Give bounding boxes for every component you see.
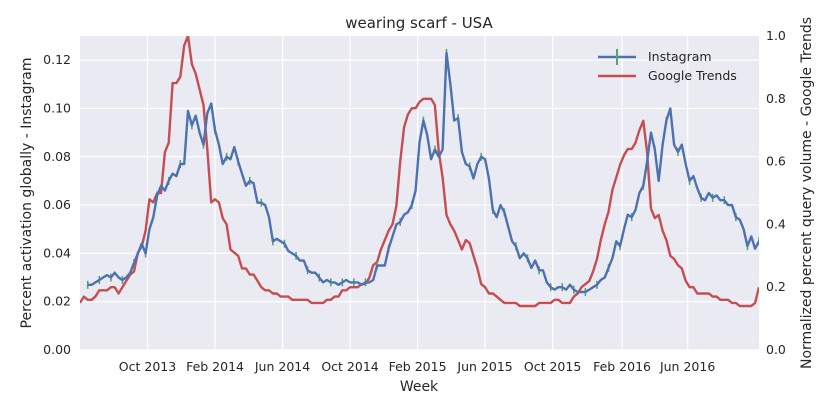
x-tick-label: Jun 2014 [254,359,310,374]
x-tick-label: Feb 2014 [186,359,244,374]
legend: Instagram Google Trends [598,49,737,83]
x-tick-label: Oct 2015 [524,359,581,374]
y-tick-label-left: 0.08 [43,149,71,164]
series-layer [80,36,759,308]
y-tick-label-left: 0.00 [43,342,71,357]
y-tick-label-left: 0.10 [43,100,71,115]
y-tick-label-right: 1.0 [766,28,786,43]
y-axis-label-left: Percent activation globally - Instagram [19,58,35,329]
y-tick-label-left: 0.12 [43,52,71,67]
y-axis-label-right: Normalized percent query volume - Google… [799,17,815,369]
y-tick-label-right: 0.2 [766,279,786,294]
legend-label-instagram: Instagram [648,49,712,64]
x-tick-label: Oct 2014 [321,359,378,374]
x-tick-label: Jun 2015 [456,359,512,374]
y-tick-label-right: 0.0 [766,342,786,357]
y-tick-label-right: 0.6 [766,154,786,169]
plot-area [80,36,759,350]
legend-label-google-trends: Google Trends [648,68,737,83]
y-tick-label-right: 0.8 [766,91,786,106]
x-tick-label: Feb 2016 [593,359,651,374]
axis-ticks: 0.00 0.02 0.04 0.06 0.08 0.10 0.12 0.0 0.2 0.4 0.6… [43,28,786,374]
y-tick-label-right: 0.4 [766,216,786,231]
x-tick-label: Jun 2016 [659,359,715,374]
instagram-line [87,51,759,294]
x-tick-label: Oct 2013 [119,359,176,374]
y-tick-label-left: 0.04 [43,245,71,260]
chart-title: wearing scarf - USA [345,14,493,32]
x-axis-label: Week [400,379,439,395]
y-tick-label-left: 0.02 [43,294,71,309]
y-tick-label-left: 0.06 [43,197,71,212]
google-trends-line [80,36,759,308]
x-tick-label: Feb 2015 [389,359,447,374]
